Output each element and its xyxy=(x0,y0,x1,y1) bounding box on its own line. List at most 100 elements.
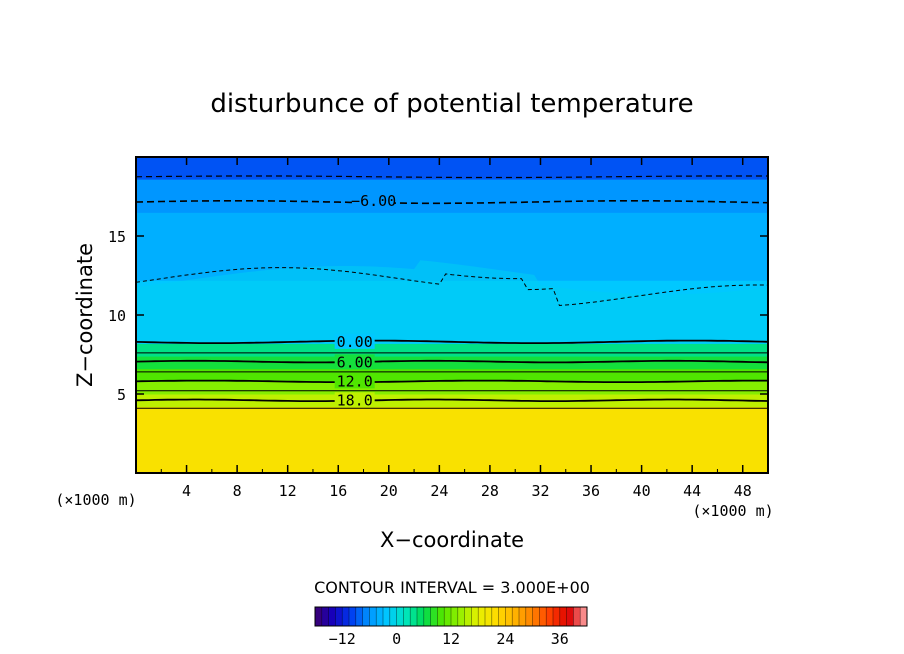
field-band-2 xyxy=(136,381,768,395)
x-tick-label-2: 12 xyxy=(279,482,297,500)
x-tick-label-6: 28 xyxy=(481,482,499,500)
colorbar-cell-4 xyxy=(342,607,350,626)
x-axis-label: X−coordinate xyxy=(380,528,524,552)
contour-label-3: 12.0 xyxy=(337,372,373,390)
colorbar-cell-25 xyxy=(485,607,493,626)
x-axis-ticks: 4 8 12 16 20 24 28 32 36 40 44 48 xyxy=(160,157,752,500)
x-tick-label-5: 24 xyxy=(430,482,448,500)
y-tick-label-2: 15 xyxy=(108,228,126,246)
x-tick-label-9: 40 xyxy=(633,482,651,500)
colorbar-tick-label-2: 12 xyxy=(442,630,460,648)
contour-label-bg-2 xyxy=(334,354,375,370)
colorbar-cell-30 xyxy=(519,607,527,626)
contour-6 xyxy=(136,359,768,364)
colorbar-cell-34 xyxy=(546,607,554,626)
colorbar-cell-5 xyxy=(349,607,357,626)
colorbar-cell-14 xyxy=(410,607,418,626)
colorbar-cell-32 xyxy=(532,607,540,626)
colorbar-cell-21 xyxy=(457,607,465,626)
contour-neg9 xyxy=(136,175,768,179)
field-band-8 xyxy=(136,179,768,213)
field-band-4 xyxy=(136,356,768,370)
temperature-field xyxy=(136,157,768,473)
contour-neg3 xyxy=(136,267,768,307)
colorbar-cell-27 xyxy=(498,607,506,626)
contour-label-bg-4 xyxy=(334,392,375,408)
contour-12 xyxy=(136,379,768,383)
contour-label-bg-1 xyxy=(334,333,375,349)
y-axis-label: Z−coordinate xyxy=(73,243,97,387)
colorbar-cell-35 xyxy=(553,607,561,626)
colorbar-cell-0 xyxy=(315,607,323,626)
colorbar-cell-7 xyxy=(362,607,370,626)
colorbar-cell-33 xyxy=(539,607,547,626)
y-tick-label-0: 5 xyxy=(117,386,126,404)
x-tick-label-11: 48 xyxy=(734,482,752,500)
field-band-1 xyxy=(136,394,768,408)
colorbar-cell-26 xyxy=(491,607,499,626)
colorbar-frame xyxy=(314,606,588,627)
colorbar-cell-22 xyxy=(464,607,472,626)
contour-lines xyxy=(136,175,768,409)
colorbar-cell-1 xyxy=(321,607,329,626)
colorbar xyxy=(314,606,588,627)
contour-label-bg-3 xyxy=(334,373,375,389)
colorbar-tick-label-4: 36 xyxy=(551,630,569,648)
field-band-9 xyxy=(136,157,768,180)
colorbar-cell-38 xyxy=(573,607,581,626)
colorbar-cell-6 xyxy=(355,607,363,626)
x-tick-label-3: 16 xyxy=(329,482,347,500)
x-tick-label-8: 36 xyxy=(582,482,600,500)
y-axis-ticks: 5 10 15 xyxy=(108,228,768,404)
colorbar-cell-16 xyxy=(423,607,431,626)
contour-label-1: 0.00 xyxy=(337,333,373,351)
colorbar-cell-31 xyxy=(525,607,533,626)
colorbar-cell-29 xyxy=(512,607,520,626)
colorbar-tick-labels: −12 0 12 24 36 xyxy=(329,630,569,648)
contour-label-bg-0 xyxy=(353,193,394,209)
contour-0 xyxy=(136,339,768,344)
colorbar-cell-24 xyxy=(478,607,486,626)
colorbar-cell-36 xyxy=(559,607,567,626)
colorbar-cell-10 xyxy=(383,607,391,626)
x-axis-unit-left: (×1000 m) xyxy=(55,491,136,509)
colorbar-cell-17 xyxy=(430,607,438,626)
colorbar-cell-8 xyxy=(369,607,377,626)
contour-label-0: −6.00 xyxy=(351,192,396,210)
y-tick-label-1: 10 xyxy=(108,307,126,325)
colorbar-cell-20 xyxy=(451,607,459,626)
colorbar-cell-3 xyxy=(335,607,343,626)
colorbar-cell-15 xyxy=(417,607,425,626)
colorbar-cell-13 xyxy=(403,607,411,626)
contour-neg6 xyxy=(136,200,768,205)
x-tick-label-10: 44 xyxy=(683,482,701,500)
chart-title: disturbunce of potential temperature xyxy=(210,89,693,119)
colorbar-tick-label-0: −12 xyxy=(329,630,356,648)
colorbar-cell-37 xyxy=(566,607,574,626)
x-tick-label-1: 8 xyxy=(233,482,242,500)
colorbar-cell-12 xyxy=(396,607,404,626)
colorbar-cell-39 xyxy=(580,607,588,626)
colorbar-cell-11 xyxy=(389,607,397,626)
x-tick-label-0: 4 xyxy=(182,482,191,500)
colorbar-cell-2 xyxy=(328,607,336,626)
colorbar-cell-23 xyxy=(471,607,479,626)
field-band-5 xyxy=(136,343,768,357)
x-axis-unit-right: (×1000 m) xyxy=(692,502,773,520)
contour-interval-label: CONTOUR INTERVAL = 3.000E+00 xyxy=(314,578,590,597)
contour-18 xyxy=(136,398,768,402)
contour-label-4: 18.0 xyxy=(337,391,373,409)
colorbar-cell-19 xyxy=(444,607,452,626)
colorbar-cell-18 xyxy=(437,607,445,626)
x-tick-label-7: 32 xyxy=(531,482,549,500)
field-band-0 xyxy=(136,406,768,473)
field-mid-region xyxy=(136,260,768,344)
colorbar-cell-9 xyxy=(376,607,384,626)
x-tick-label-4: 20 xyxy=(380,482,398,500)
contour-label-2: 6.00 xyxy=(337,353,373,371)
colorbar-cell-28 xyxy=(505,607,513,626)
colorbar-tick-label-1: 0 xyxy=(392,630,401,648)
colorbar-tick-label-3: 24 xyxy=(496,630,514,648)
